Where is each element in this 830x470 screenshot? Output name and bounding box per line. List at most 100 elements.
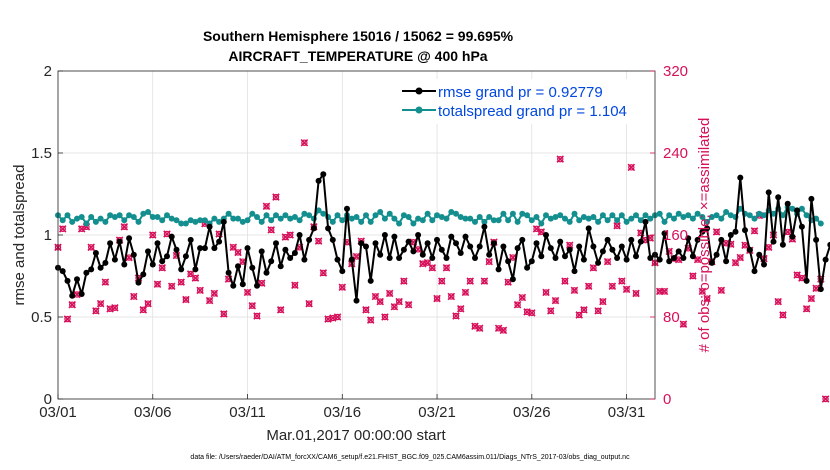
obs-count-point bbox=[144, 299, 152, 308]
obs-assimilated-marker bbox=[319, 269, 328, 277]
obs-possible-marker bbox=[272, 193, 280, 201]
obs-count-point bbox=[395, 297, 403, 306]
rmse-point bbox=[377, 251, 384, 258]
totalspread-point bbox=[547, 215, 554, 222]
rmse-point bbox=[784, 200, 791, 207]
obs-assimilated-marker bbox=[570, 286, 579, 295]
obs-possible-marker bbox=[703, 295, 711, 302]
y2-tick-label: 320 bbox=[663, 63, 688, 80]
totalspread-point bbox=[391, 215, 398, 222]
obs-possible-marker bbox=[457, 305, 464, 312]
obs-possible-marker bbox=[395, 298, 403, 305]
obs-assimilated-marker bbox=[542, 288, 550, 297]
rmse-point bbox=[827, 241, 830, 248]
obs-count-point bbox=[584, 282, 593, 291]
totalspread-point bbox=[699, 214, 706, 220]
rmse-point bbox=[505, 258, 512, 265]
obs-count-point bbox=[821, 395, 830, 403]
rmse-point bbox=[599, 248, 606, 255]
obs-possible-marker bbox=[211, 290, 218, 297]
obs-count-point bbox=[513, 300, 522, 309]
obs-possible-marker bbox=[140, 306, 147, 314]
rmse-point bbox=[618, 243, 625, 250]
obs-count-point bbox=[689, 272, 697, 280]
y-tick-label: 1.5 bbox=[31, 145, 52, 162]
totalspread-point bbox=[779, 212, 786, 219]
rmse-point bbox=[708, 259, 715, 266]
rmse-point bbox=[74, 276, 80, 283]
obs-count-point bbox=[475, 324, 484, 333]
obs-count-point bbox=[262, 202, 271, 211]
obs-possible-marker bbox=[334, 313, 341, 321]
totalspread-point bbox=[761, 212, 767, 219]
obs-assimilated-marker bbox=[111, 304, 119, 312]
totalspread-point bbox=[476, 214, 483, 220]
rmse-point bbox=[552, 255, 559, 261]
rmse-point bbox=[381, 232, 388, 238]
obs-count-point bbox=[466, 277, 474, 285]
totalspread-point bbox=[798, 205, 805, 212]
rmse-point bbox=[448, 233, 455, 240]
totalspread-point bbox=[642, 212, 649, 219]
obs-assimilated-marker bbox=[561, 277, 569, 285]
rmse-point bbox=[83, 269, 90, 276]
totalspread-point bbox=[599, 212, 606, 219]
obs-assimilated-marker bbox=[58, 225, 67, 233]
totalspread-point bbox=[88, 214, 95, 220]
rmse-point bbox=[514, 245, 521, 252]
rmse-point bbox=[623, 256, 630, 263]
rmse-point bbox=[59, 268, 66, 275]
obs-assimilated-marker bbox=[333, 313, 342, 321]
obs-count-point bbox=[542, 288, 550, 297]
totalspread-point bbox=[145, 209, 151, 215]
obs-count-point bbox=[177, 278, 185, 286]
rmse-point bbox=[187, 236, 194, 243]
rmse-point bbox=[453, 240, 459, 247]
obs-possible-marker bbox=[291, 282, 299, 289]
totalspread-point bbox=[789, 205, 796, 212]
obs-count-point bbox=[660, 287, 669, 296]
rmse-point bbox=[472, 255, 478, 261]
legend: rmse grand pr = 0.92779 totalspread gran… bbox=[398, 79, 650, 124]
obs-possible-marker bbox=[159, 264, 166, 271]
rmse-point bbox=[486, 251, 493, 258]
obs-count-point bbox=[452, 312, 460, 320]
obs-possible-marker bbox=[462, 289, 469, 296]
rmse-point bbox=[348, 256, 355, 263]
rmse-point bbox=[789, 233, 796, 240]
y2-axis-label: # of obs: o=possible; ×=assimilated bbox=[696, 118, 713, 353]
rmse-point bbox=[704, 225, 711, 232]
rmse-point bbox=[78, 291, 85, 297]
totalspread-point bbox=[306, 212, 313, 219]
obs-possible-marker bbox=[102, 278, 109, 286]
rmse-point bbox=[201, 245, 208, 252]
rmse-point bbox=[689, 253, 696, 260]
obs-count-point bbox=[428, 264, 437, 272]
rmse-point bbox=[424, 240, 431, 247]
rmse-point bbox=[386, 255, 393, 261]
obs-assimilated-marker bbox=[466, 277, 474, 285]
totalspread-point bbox=[481, 218, 488, 225]
obs-assimilated-marker bbox=[774, 297, 782, 306]
obs-possible-marker bbox=[400, 277, 408, 285]
obs-count-point bbox=[68, 300, 76, 309]
totalspread-point bbox=[751, 215, 758, 222]
obs-assimilated-marker bbox=[395, 297, 403, 306]
totalspread-point bbox=[254, 214, 260, 220]
obs-assimilated-marker bbox=[234, 248, 242, 257]
obs-possible-marker bbox=[87, 244, 95, 251]
obs-count-point bbox=[111, 304, 119, 312]
obs-count-point bbox=[338, 283, 347, 292]
obs-assimilated-marker bbox=[622, 285, 631, 294]
totalspread-point bbox=[533, 214, 540, 220]
rmse-point bbox=[410, 248, 417, 255]
obs-assimilated-marker bbox=[177, 278, 185, 286]
totalspread-point bbox=[282, 212, 289, 219]
rmse-point bbox=[216, 238, 223, 245]
obs-count-point bbox=[551, 296, 560, 305]
rmse-point bbox=[571, 268, 578, 275]
obs-possible-marker bbox=[305, 300, 313, 307]
obs-possible-marker bbox=[367, 316, 374, 324]
legend-box bbox=[398, 79, 650, 124]
totalspread-point bbox=[746, 212, 753, 219]
